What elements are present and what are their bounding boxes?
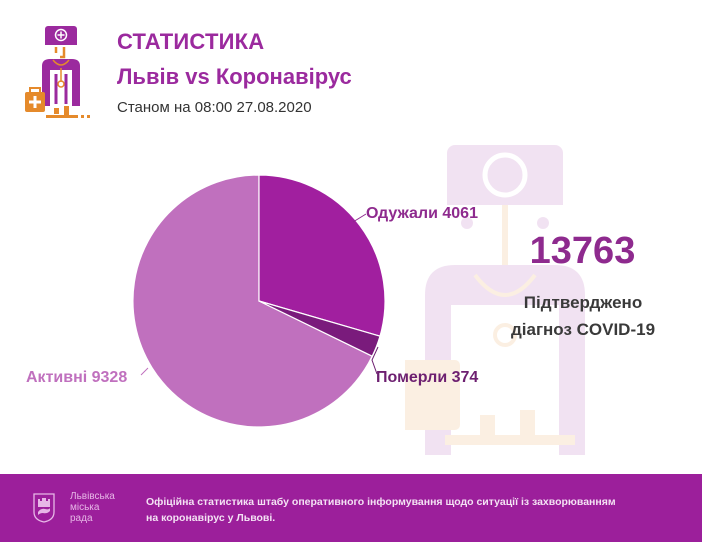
pie-slice-died[interactable]	[258, 300, 381, 358]
caption-line-1: Підтверджено	[523, 293, 643, 312]
leader-line-recovered	[352, 213, 367, 223]
doctor-with-medkit-icon	[25, 26, 90, 118]
pie-slice-active[interactable]	[132, 174, 374, 428]
leader-line-died	[371, 346, 379, 375]
doctor-watermark-icon	[405, 145, 585, 455]
total-confirmed-caption: Підтверджено діагноз COVID-19	[493, 289, 673, 343]
footer-description: Офіційна статистика штабу оперативного і…	[146, 496, 616, 524]
page-subtitle: Львів vs Коронавірус	[117, 64, 352, 89]
lviv-coat-of-arms-icon	[33, 493, 55, 523]
city-council-name: Львівська міська рада	[70, 491, 115, 524]
pie-chart	[132, 174, 386, 428]
label-recovered: Одужали 4061	[366, 205, 478, 222]
total-confirmed-count: 13763	[529, 230, 636, 272]
page-title: СТАТИСТИКА	[117, 29, 265, 54]
pie-slice-recovered[interactable]	[258, 174, 386, 337]
caption-line-2: діагноз COVID-19	[510, 320, 656, 339]
as-of-timestamp: Станом на 08:00 27.08.2020	[117, 99, 312, 116]
footer: Львівська міська рада Офіційна статистик…	[0, 474, 702, 542]
label-died: Померли 374	[376, 369, 479, 386]
label-active: Активні 9328	[26, 369, 128, 386]
leader-line-active	[140, 367, 149, 376]
